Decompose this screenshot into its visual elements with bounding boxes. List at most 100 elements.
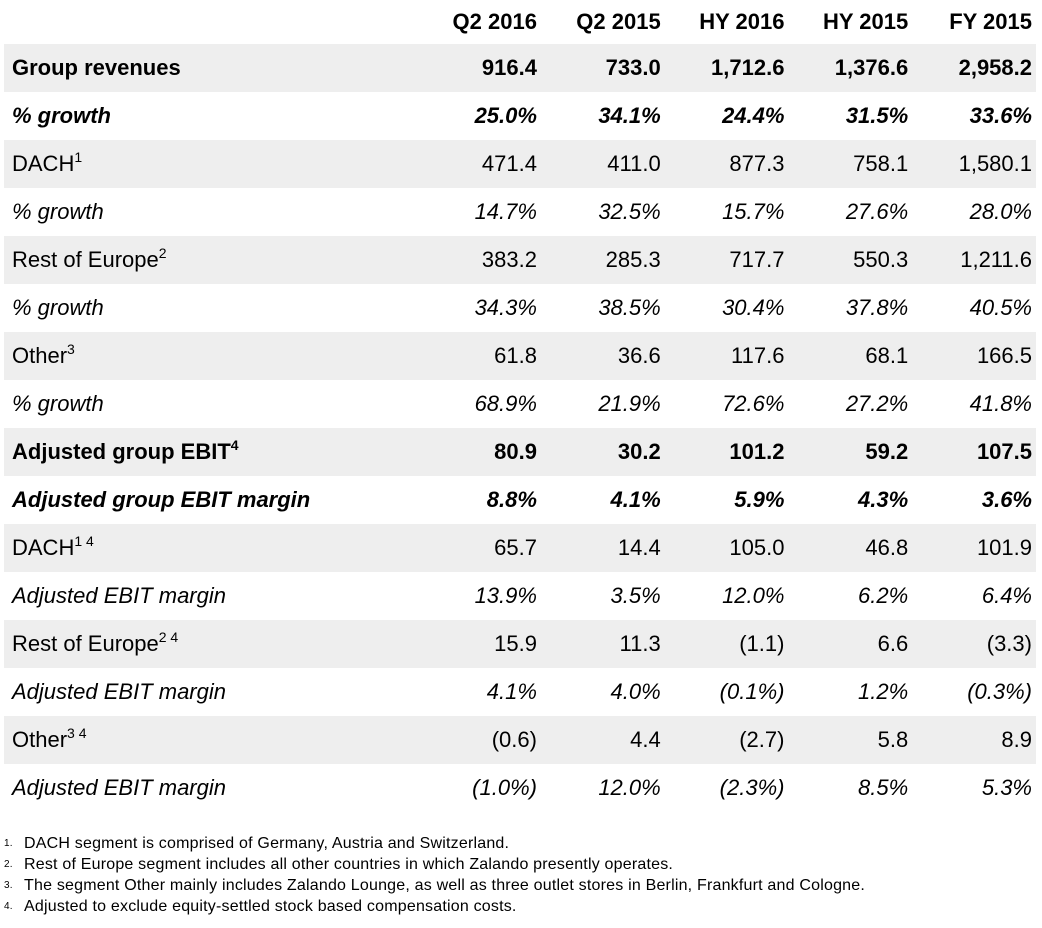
footnote-reference: 1 — [74, 149, 83, 165]
value-cell: 30.4% — [722, 295, 785, 320]
table-row: Rest of Europe2 4 15.9 11.3 (1.1) 6.6 (3.3) — [4, 620, 1036, 668]
row-label-cell: % growth — [4, 188, 417, 236]
row-label: Other — [12, 343, 68, 368]
value-cell: 1,712.6 — [664, 44, 789, 92]
row-label-cell: Rest of Europe2 4 — [4, 620, 418, 668]
value-cell: (0.3%) — [967, 679, 1032, 704]
value-cell: 24.4% — [722, 103, 785, 128]
header-label-cell — [4, 0, 417, 44]
value-cell: 27.6% — [845, 199, 909, 224]
footnote: 4. Adjusted to exclude equity-settled sto… — [4, 896, 1040, 917]
value-cell: 5.8 — [788, 716, 913, 764]
value-cell: 5.9% — [734, 487, 785, 512]
footnote-number: 2. — [4, 859, 13, 870]
table-row: Adjusted EBIT margin 4.1% 4.0% (0.1%) 1.2% (0… — [4, 668, 1036, 716]
value-cell: 15.7% — [722, 199, 785, 224]
footnote: 1. DACH segment is comprised of Germany, … — [4, 833, 1040, 854]
value-cell: 101.2 — [664, 428, 789, 476]
row-label: Group revenues — [12, 55, 181, 80]
value-cell: 101.9 — [912, 524, 1036, 572]
value-cell: 166.5 — [912, 332, 1036, 380]
row-label-cell: Adjusted EBIT margin — [4, 668, 417, 716]
row-label: Adjusted EBIT margin — [12, 583, 226, 608]
footnote-number: 4. — [4, 901, 13, 912]
value-cell: 877.3 — [664, 140, 789, 188]
header-q2-2016: Q2 2016 — [452, 9, 537, 34]
row-label: Rest of Europe — [12, 631, 159, 656]
value-cell: 5.3% — [981, 775, 1032, 800]
value-cell: 4.3% — [858, 487, 909, 512]
value-cell: 3.5% — [610, 583, 661, 608]
value-cell: (2.7) — [664, 716, 789, 764]
row-label-cell: Other3 — [4, 332, 418, 380]
value-cell: 916.4 — [417, 44, 541, 92]
value-cell: 1,376.6 — [788, 44, 913, 92]
value-cell: 31.5% — [845, 103, 909, 128]
row-label: % growth — [12, 295, 104, 320]
row-label-cell: DACH1 — [4, 140, 418, 188]
value-cell: 4.0% — [610, 679, 661, 704]
table-row: % growth 34.3% 38.5% 30.4% 37.8% 40.5% — [4, 284, 1036, 332]
footnote-reference: 2 4 — [158, 629, 179, 645]
value-cell: 46.8 — [788, 524, 913, 572]
header-fy-2015: FY 2015 — [949, 9, 1032, 34]
value-cell: 4.1% — [486, 679, 537, 704]
table-header-row: Q2 2016 Q2 2015 HY 2016 HY 2015 FY 2015 — [4, 0, 1036, 44]
value-cell: 2,958.2 — [912, 44, 1036, 92]
row-label: % growth — [12, 199, 104, 224]
row-label: DACH — [12, 535, 75, 560]
row-label: Other — [12, 727, 68, 752]
value-cell: 68.9% — [474, 391, 537, 416]
value-cell: 8.9 — [912, 716, 1036, 764]
value-cell: 1,211.6 — [912, 236, 1036, 284]
value-cell: 471.4 — [417, 140, 541, 188]
row-label-cell: Other3 4 — [4, 716, 418, 764]
value-cell: 59.2 — [788, 428, 913, 476]
table-row: Other3 61.8 36.6 117.6 68.1 166.5 — [4, 332, 1036, 380]
footnote: 2. Rest of Europe segment includes all ot… — [4, 854, 1040, 875]
row-label-cell: % growth — [4, 380, 417, 428]
value-cell: 28.0% — [969, 199, 1032, 224]
value-cell: 21.9% — [598, 391, 661, 416]
table-row: Group revenues 916.4 733.0 1,712.6 1,376.6 2,… — [4, 44, 1036, 92]
row-label: Adjusted group EBIT — [12, 439, 231, 464]
footnote-number: 1. — [4, 838, 13, 849]
value-cell: 6.4% — [981, 583, 1032, 608]
footnote-reference: 4 — [230, 437, 239, 453]
value-cell: 1.2% — [858, 679, 909, 704]
table-row: % growth 25.0% 34.1% 24.4% 31.5% 33.6% — [4, 92, 1036, 140]
value-cell: 30.2 — [540, 428, 665, 476]
footnotes: 1. DACH segment is comprised of Germany, … — [4, 833, 1040, 917]
footnote-reference: 3 — [67, 341, 75, 357]
value-cell: 12.0% — [598, 775, 661, 800]
value-cell: 15.9 — [417, 620, 541, 668]
value-cell: 14.7% — [474, 199, 537, 224]
value-cell: 34.3% — [474, 295, 537, 320]
value-cell: 34.1% — [598, 103, 661, 128]
footnote-text: Adjusted to exclude equity-settled stock… — [24, 898, 517, 915]
row-label: Adjusted group EBIT margin — [12, 487, 311, 512]
row-label-cell: DACH1 4 — [4, 524, 418, 572]
value-cell: (2.3%) — [719, 775, 785, 800]
row-label: Rest of Europe — [12, 247, 159, 272]
value-cell: (1.0%) — [472, 775, 537, 800]
value-cell: 758.1 — [788, 140, 913, 188]
row-label-cell: Adjusted group EBIT margin — [4, 476, 417, 524]
value-cell: 6.2% — [858, 583, 909, 608]
footnote-reference: 1 4 — [74, 533, 94, 549]
value-cell: 72.6% — [722, 391, 785, 416]
value-cell: 11.3 — [540, 620, 665, 668]
table-row: DACH1 4 65.7 14.4 105.0 46.8 101.9 — [4, 524, 1036, 572]
value-cell: 68.1 — [788, 332, 913, 380]
value-cell: (1.1) — [664, 620, 789, 668]
table-body: Group revenues 916.4 733.0 1,712.6 1,376.6 2,… — [4, 44, 1036, 812]
row-label-cell: Group revenues — [4, 44, 418, 92]
table-row: Other3 4 (0.6) 4.4 (2.7) 5.8 8.9 — [4, 716, 1036, 764]
value-cell: 33.6% — [969, 103, 1032, 128]
footnote-text: Rest of Europe segment includes all othe… — [24, 856, 674, 873]
table-row: % growth 14.7% 32.5% 15.7% 27.6% 28.0% — [4, 188, 1036, 236]
value-cell: 27.2% — [845, 391, 909, 416]
value-cell: 80.9 — [417, 428, 541, 476]
value-cell: 411.0 — [540, 140, 665, 188]
value-cell: 1,580.1 — [912, 140, 1036, 188]
